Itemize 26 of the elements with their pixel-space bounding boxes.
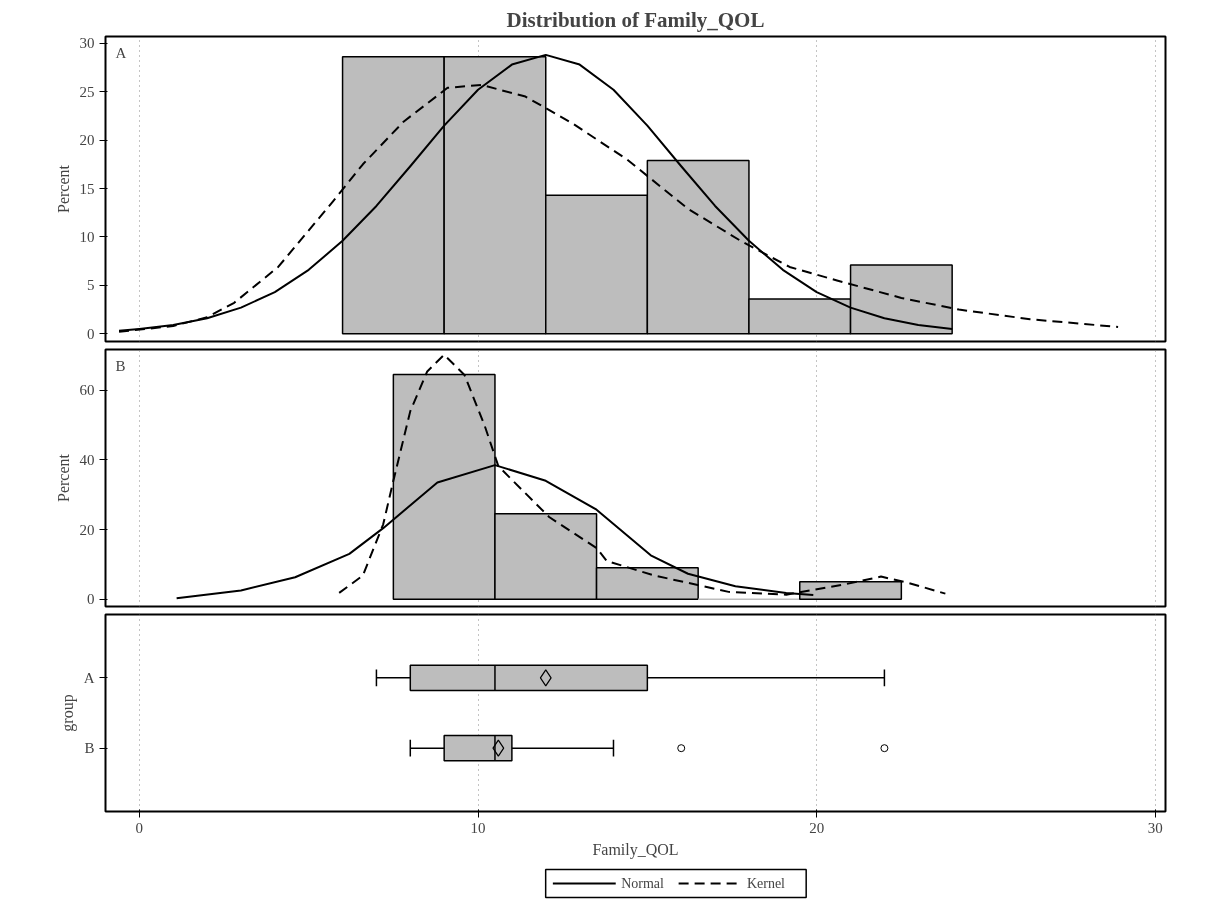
x-tick-label: 20 [809,819,825,836]
y-tick-label: 5 [87,277,95,294]
annotation: A [115,44,127,61]
y-tick-label: 20 [79,132,95,149]
y-axis-title: Percent [54,164,72,213]
y-tick-label: A [83,669,95,686]
y-axis-title: Percent [54,453,72,502]
x-tick-label: 0 [135,819,144,836]
y-tick-label: 15 [79,180,95,197]
y-tick-label: 30 [79,35,95,52]
y-tick-label: 25 [79,83,95,100]
x-axis-title: Family_QOL [592,840,679,859]
y-tick-label: 10 [79,228,95,245]
y-axis-title: group [58,694,77,732]
y-tick-label: 40 [79,451,95,468]
annotation: B [115,357,126,374]
legend-label: Normal [621,876,664,891]
y-tick-label: 0 [87,325,95,342]
legend-label: Kernel [746,876,786,891]
y-tick-label: 0 [87,591,95,608]
y-tick-label: B [84,740,95,757]
y-tick-label: 60 [79,382,95,399]
x-tick-label: 30 [1147,819,1163,836]
chart-title: Distribution of Family_QOL [506,7,765,32]
x-tick-label: 10 [470,819,486,836]
y-tick-label: 20 [79,521,95,538]
